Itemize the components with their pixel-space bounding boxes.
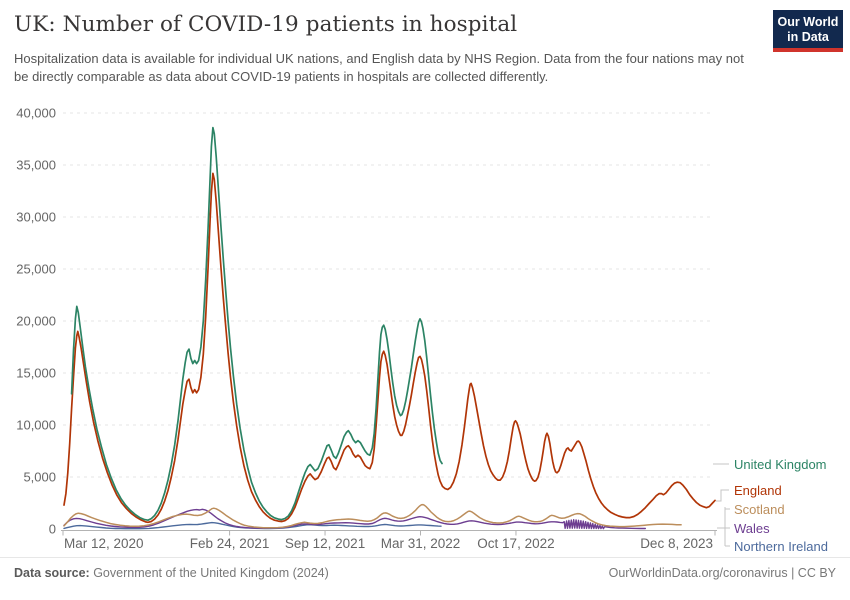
owid-logo-line2: in Data — [787, 30, 829, 44]
y-tick-label: 35,000 — [16, 158, 56, 173]
y-tick-label: 25,000 — [16, 262, 56, 277]
footer-divider — [0, 557, 850, 558]
footer: Data source: Government of the United Ki… — [14, 566, 836, 580]
data-source-value: Government of the United Kingdom (2024) — [89, 566, 329, 580]
x-tick-label: Dec 8, 2023 — [640, 536, 713, 551]
y-tick-label: 20,000 — [16, 314, 56, 329]
x-tick-label: Oct 17, 2022 — [477, 536, 554, 551]
legend-label-scotland[interactable]: Scotland — [734, 502, 785, 517]
legend-connector — [716, 489, 729, 502]
owid-logo-line1: Our World — [777, 15, 839, 29]
chart-subtitle: Hospitalization data is available for in… — [14, 51, 744, 85]
x-tick-label: Mar 31, 2022 — [381, 536, 461, 551]
y-tick-label: 5,000 — [23, 470, 56, 485]
owid-logo[interactable]: Our World in Data — [773, 10, 843, 52]
data-source-label: Data source: — [14, 566, 90, 580]
series-line-scotland — [63, 503, 682, 529]
y-tick-label: 30,000 — [16, 210, 56, 225]
page-title: UK: Number of COVID-19 patients in hospi… — [14, 12, 518, 37]
y-tick-label: 10,000 — [16, 418, 56, 433]
series-line-england — [63, 172, 716, 524]
y-tick-label: 15,000 — [16, 366, 56, 381]
credit-link[interactable]: OurWorldinData.org/coronavirus | CC BY — [608, 566, 836, 580]
x-tick-label: Mar 12, 2020 — [64, 536, 144, 551]
legend-label-united-kingdom[interactable]: United Kingdom — [734, 457, 827, 472]
series-line-wales — [63, 508, 646, 530]
series-line-united-kingdom — [70, 126, 443, 522]
legend-label-england[interactable]: England — [734, 483, 782, 498]
y-tick-label: 40,000 — [16, 106, 56, 121]
legend-label-northern-ireland[interactable]: Northern Ireland — [734, 539, 828, 554]
x-tick-label: Feb 24, 2021 — [190, 536, 270, 551]
y-tick-label: 0 — [49, 522, 56, 537]
x-tick-label: Sep 12, 2021 — [285, 536, 365, 551]
legend-label-wales[interactable]: Wales — [734, 521, 770, 536]
